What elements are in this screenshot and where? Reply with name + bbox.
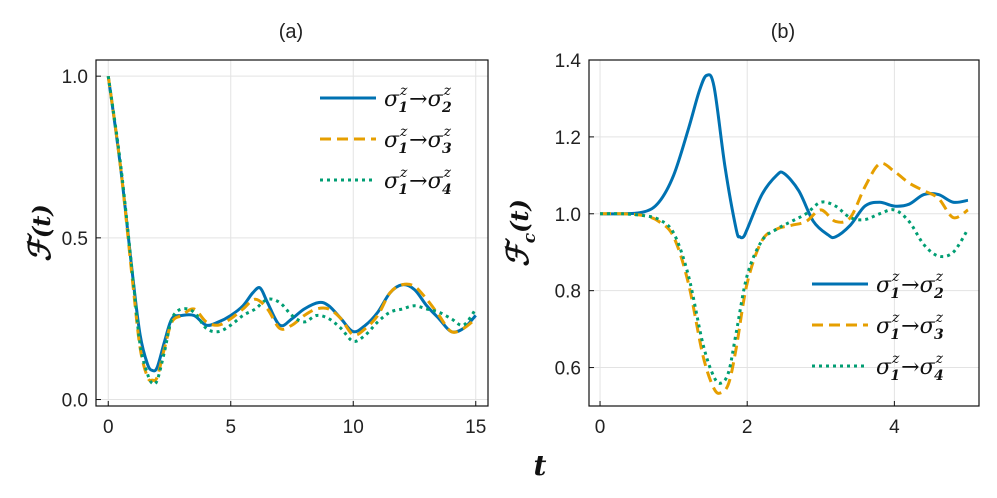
panel-a-ylabel: ℱ(t) xyxy=(23,204,58,261)
y-tick-label: 0.6 xyxy=(555,359,581,380)
y-tick-label: 1.2 xyxy=(555,128,581,149)
legend-label-s3: σz 1→σz 3 xyxy=(876,310,944,343)
y-tick-label: 1.0 xyxy=(62,67,88,88)
series-line-s3 xyxy=(106,75,477,383)
legend-label-s2: σz 1→σz 2 xyxy=(876,269,944,302)
series-line-s4 xyxy=(600,200,970,385)
panel-a-frame xyxy=(95,59,489,407)
series-line-s4 xyxy=(106,75,477,386)
y-tick-label: 1.4 xyxy=(555,51,582,72)
legend-label-s4: σz 1→σz 4 xyxy=(876,351,944,384)
x-tick-label: 2 xyxy=(742,417,753,438)
y-tick-label: 0.5 xyxy=(62,229,88,250)
legend-label-s2: σz 1→σz 2 xyxy=(384,83,452,116)
shared-xlabel: t xyxy=(534,449,547,482)
series-line-s2 xyxy=(600,73,969,240)
panel-b-series xyxy=(600,73,970,395)
y-tick-label: 1.0 xyxy=(555,205,581,226)
x-tick-label: 4 xyxy=(889,417,900,438)
legend-label-s4: σz 1→σz 4 xyxy=(384,165,452,198)
panel-a-legend: σz 1→σz 2 σz 1→σz 3 σz 1→σz 4 xyxy=(320,83,452,198)
panel-a-title: (a) xyxy=(279,21,303,43)
legend-label-s3: σz 1→σz 3 xyxy=(384,124,452,157)
x-tick-label: 15 xyxy=(465,417,486,438)
y-tick-label: 0.8 xyxy=(555,282,581,303)
x-tick-label: 10 xyxy=(343,417,364,438)
series-line-s3 xyxy=(600,161,969,395)
panel-b-frame xyxy=(588,59,980,407)
x-tick-label: 0 xyxy=(595,417,606,438)
x-tick-label: 5 xyxy=(225,417,236,438)
panel-b-legend: σz 1→σz 2 σz 1→σz 3 σz 1→σz 4 xyxy=(812,269,944,384)
panel-b: (b) 0 2 40.60.81.01.21.4 σz 1→σz 2σz 1→σz 3σz 1… xyxy=(501,21,980,438)
panel-b-title: (b) xyxy=(771,21,795,43)
panel-a-series xyxy=(106,75,477,386)
panel-a: (a) 0 5 10 150.00.51.0 σz 1→σz 2σz 1→σz 3σz 1→σz… xyxy=(23,21,489,438)
panel-b-ylabel: ℱc(t) xyxy=(501,199,540,267)
y-tick-label: 0.0 xyxy=(62,391,88,412)
x-tick-label: 0 xyxy=(103,417,114,438)
